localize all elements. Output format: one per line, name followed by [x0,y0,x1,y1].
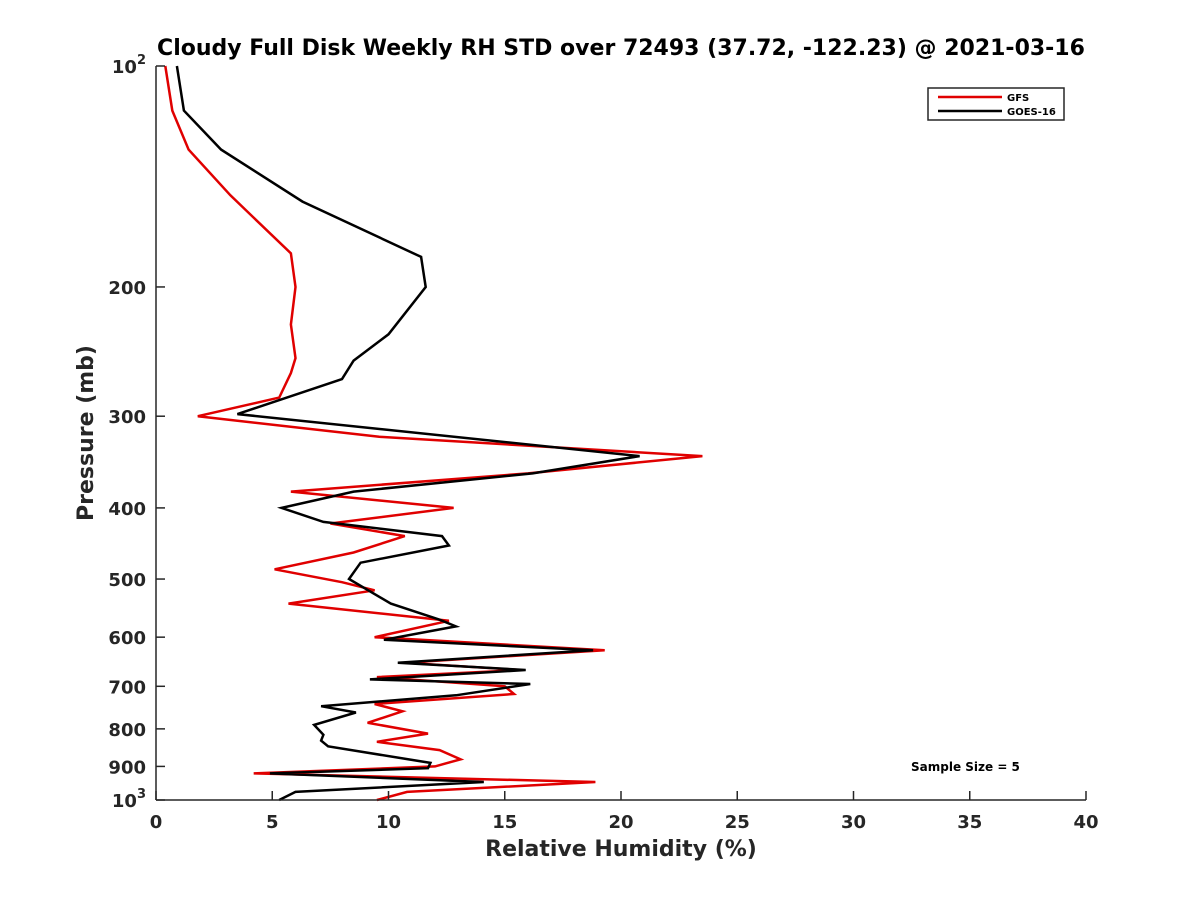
chart-title: Cloudy Full Disk Weekly RH STD over 7249… [157,36,1085,61]
y-tick-label: 600 [108,628,146,649]
y-tick-label: 300 [108,407,146,428]
x-axis-label: Relative Humidity (%) [485,837,757,862]
legend-label-goes16: GOES-16 [1007,107,1056,118]
y-tick-label: 900 [108,757,146,778]
y-tick-label: 700 [108,677,146,698]
x-tick-label: 25 [725,812,750,833]
x-tick-label: 35 [957,812,982,833]
y-tick-label: 103 [112,787,146,812]
y-tick-label: 200 [108,278,146,299]
x-tick-label: 0 [150,812,163,833]
x-tick-label: 10 [376,812,401,833]
y-tick-label: 400 [108,499,146,520]
x-tick-label: 40 [1073,812,1098,833]
x-axis-ticks: 0 5 10 15 20 25 30 35 40 [150,791,1099,833]
series-line-gfs [164,65,703,802]
x-tick-label: 30 [841,812,866,833]
y-tick-label: 800 [108,720,146,741]
x-tick-label: 15 [492,812,517,833]
legend-box [927,87,1065,121]
y-axis-label: Pressure (mb) [74,345,99,521]
series-line-goes16 [175,65,640,802]
x-tick-label: 20 [608,812,633,833]
y-axis-ticks: 102 200 300 400 500 600 700 800 900 103 [108,53,165,812]
y-tick-label: 500 [108,570,146,591]
legend: GFS GOES-16 [927,87,1065,121]
legend-label-gfs: GFS [1007,93,1029,104]
x-tick-label: 5 [266,812,279,833]
series-layer [164,65,703,802]
y-tick-label: 102 [112,53,146,78]
plot-area [156,66,1086,800]
sample-size-annotation: Sample Size = 5 [911,760,1020,774]
